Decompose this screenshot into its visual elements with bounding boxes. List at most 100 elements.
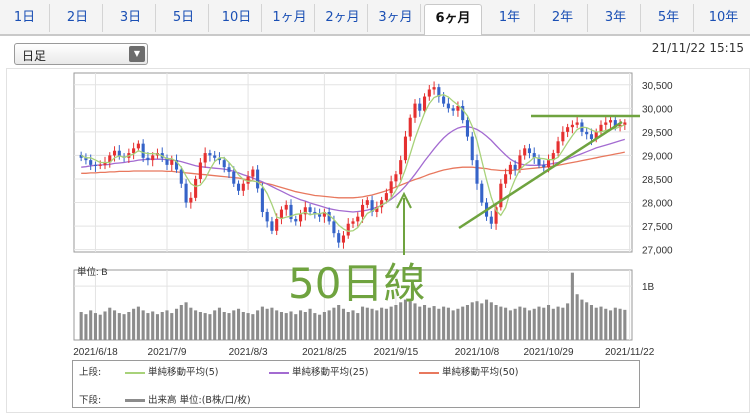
candle-body — [346, 223, 350, 236]
candle-body — [456, 105, 460, 111]
volume-bar — [260, 306, 264, 340]
tab-2年[interactable]: 2年 — [538, 4, 588, 32]
trendline — [458, 120, 623, 230]
legend-upper-label: 上段: — [79, 367, 102, 378]
price-tick-label: 29,000 — [642, 151, 673, 162]
candle-period-select[interactable]: 日足 ▼ — [14, 43, 148, 65]
candle-body — [594, 131, 598, 139]
chevron-down-icon[interactable]: ▼ — [129, 46, 145, 62]
volume-swatch — [125, 399, 145, 402]
candle-body — [327, 211, 331, 222]
tab-10年[interactable]: 10年 — [697, 4, 750, 32]
candle-body — [318, 214, 322, 217]
candle-body — [108, 155, 112, 163]
volume-bar — [222, 312, 226, 340]
volume-unit-label: 単位: B — [77, 266, 108, 278]
date-tick-label: 2021/9/15 — [374, 347, 419, 358]
annotation-50day-label: 50日線 — [288, 259, 425, 308]
tab-6ヶ月[interactable]: 6ヶ月 — [424, 4, 482, 35]
candle-body — [575, 122, 579, 125]
volume-bar — [422, 305, 427, 340]
candle-body — [618, 124, 622, 128]
volume-bar — [179, 305, 183, 340]
volume-bar — [136, 306, 140, 340]
legend-volume: 出来高 単位:(B株/口/枚) — [125, 392, 251, 406]
candle-body — [241, 183, 245, 191]
candle-body — [523, 148, 527, 156]
tab-1年[interactable]: 1年 — [485, 4, 535, 32]
candle-body — [494, 207, 498, 224]
candle-body — [203, 153, 207, 163]
candle-body — [112, 150, 117, 156]
volume-bar — [251, 314, 255, 340]
tab-5日[interactable]: 5日 — [159, 4, 209, 32]
candle-body — [508, 164, 512, 175]
volume-bar — [365, 307, 369, 340]
tab-1ヶ月[interactable]: 1ヶ月 — [265, 4, 315, 32]
candle-body — [256, 169, 260, 189]
volume-bar — [551, 308, 555, 340]
volume-bar — [103, 311, 107, 340]
candle-body — [570, 124, 574, 128]
date-tick-label: 2021/7/9 — [148, 347, 187, 358]
tab-2ヶ月[interactable]: 2ヶ月 — [318, 4, 368, 32]
candle-body — [389, 181, 393, 194]
candle-body — [504, 174, 508, 184]
tab-10日[interactable]: 10日 — [212, 4, 262, 32]
volume-bar — [308, 308, 312, 340]
tab-1日[interactable]: 1日 — [0, 4, 50, 32]
volume-bar — [613, 307, 617, 340]
volume-bar — [442, 306, 446, 340]
candle-body — [480, 183, 484, 203]
candle-body — [341, 235, 346, 243]
legend-ma5: 単純移動平均(5) — [125, 364, 218, 378]
tab-2日[interactable]: 2日 — [53, 4, 103, 32]
candle-body — [604, 122, 608, 125]
volume-bar — [275, 310, 279, 340]
tab-3年[interactable]: 3年 — [591, 4, 641, 32]
volume-bar — [203, 313, 207, 340]
volume-tick-label: 1B — [642, 282, 655, 293]
date-tick-label: 2021/6/18 — [73, 347, 118, 358]
candle-body — [518, 155, 522, 170]
candle-body — [208, 153, 212, 156]
price-tick-label: 28,000 — [642, 199, 673, 210]
volume-bar — [98, 314, 102, 340]
volume-bar — [208, 314, 212, 340]
volume-bar — [389, 306, 393, 340]
candle-body — [132, 148, 136, 154]
price-tick-label: 27,000 — [642, 246, 673, 257]
volume-bar — [523, 307, 527, 340]
volume-bar — [184, 302, 188, 340]
volume-bar — [313, 313, 317, 340]
volume-bar — [298, 310, 303, 340]
candle-body — [322, 211, 326, 217]
candle-body — [413, 103, 417, 118]
tab-3ヶ月[interactable]: 3ヶ月 — [371, 4, 421, 32]
volume-bar — [346, 312, 350, 340]
candle-body — [408, 117, 412, 137]
volume-bar — [294, 314, 298, 340]
candle-body — [165, 157, 169, 165]
volume-bar — [289, 311, 293, 340]
candle-body — [613, 120, 617, 128]
period-tab-bar: 1日 2日 3日 5日 10日 1ヶ月 2ヶ月 3ヶ月 6ヶ月 1年 2年 3年 5年 10年 — [0, 0, 750, 36]
price-tick-label: 30,000 — [642, 104, 673, 115]
volume-bar — [141, 310, 145, 340]
volume-bar — [155, 314, 160, 340]
volume-bar — [322, 312, 326, 340]
tab-5年[interactable]: 5年 — [644, 4, 694, 32]
volume-bar — [427, 307, 431, 340]
candle-body — [427, 89, 431, 97]
volume-bar — [399, 302, 403, 340]
volume-bar — [542, 307, 546, 340]
volume-bar — [532, 308, 536, 340]
tab-3日[interactable]: 3日 — [106, 4, 156, 32]
volume-bar — [480, 303, 484, 340]
volume-bar — [270, 307, 274, 340]
volume-bar — [351, 310, 355, 340]
candle-body — [489, 216, 493, 224]
candle-body — [437, 87, 441, 97]
volume-bar — [79, 312, 83, 340]
